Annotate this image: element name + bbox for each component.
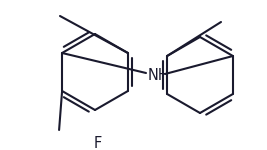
Text: F: F bbox=[94, 136, 102, 150]
Text: NH: NH bbox=[148, 68, 170, 83]
